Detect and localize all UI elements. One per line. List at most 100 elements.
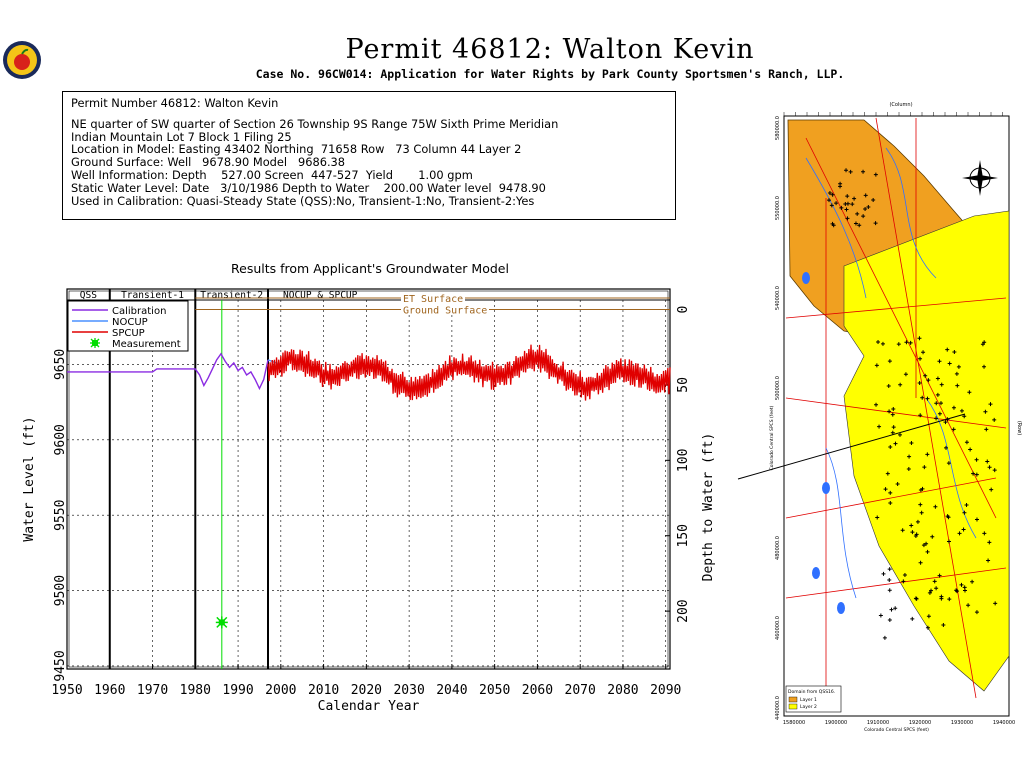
map-well xyxy=(844,207,849,212)
map-well xyxy=(877,424,882,429)
map-well xyxy=(939,382,944,387)
map-well xyxy=(959,582,964,587)
map-well xyxy=(917,336,922,341)
map-well xyxy=(962,588,967,593)
map-well xyxy=(890,412,895,417)
map-x-axis-label: Colorado Central SPCS (feet) xyxy=(864,727,929,733)
map-well xyxy=(883,487,888,492)
period-label: QSS xyxy=(80,290,97,301)
reference-label: ET Surface xyxy=(403,294,463,305)
map-well xyxy=(982,531,987,536)
map-well xyxy=(947,597,952,602)
map-x-tick-label: 1930000 xyxy=(951,720,973,726)
map-x-tick-label: 1900000 xyxy=(825,720,847,726)
map-well xyxy=(946,515,951,520)
map-well xyxy=(897,432,902,437)
map-well xyxy=(881,571,886,576)
map-well xyxy=(891,425,896,430)
map-well xyxy=(922,465,927,470)
map-well xyxy=(925,396,930,401)
x-tick-label: 1950 xyxy=(51,683,82,698)
map-lake xyxy=(812,567,820,579)
period-label: NOCUP & SPCUP xyxy=(283,290,358,301)
measurement-point-ray xyxy=(216,616,228,628)
y2-tick-label: 50 xyxy=(676,377,691,393)
map-well xyxy=(880,341,885,346)
map-stream xyxy=(825,447,857,599)
map-well xyxy=(874,402,879,407)
map-lake xyxy=(837,602,845,614)
calibration-line xyxy=(67,352,269,391)
map-well xyxy=(938,401,943,406)
x-axis-label: Calendar Year xyxy=(318,699,420,714)
map-well xyxy=(871,197,876,202)
map-well xyxy=(933,504,938,509)
info-heading: Permit Number 46812: Walton Kevin xyxy=(71,96,279,110)
x-tick-label: 1980 xyxy=(180,683,211,698)
legend-swatch-ray xyxy=(90,338,100,348)
map-well xyxy=(882,635,887,640)
period-label: Transient-2 xyxy=(200,290,263,301)
y2-tick-label: 100 xyxy=(676,449,691,472)
map-stream xyxy=(805,157,867,299)
map-well xyxy=(937,359,942,364)
y-tick-label: 9600 xyxy=(53,424,68,455)
map-well xyxy=(843,202,848,207)
x-tick-label: 2020 xyxy=(351,683,382,698)
x-tick-label: 2040 xyxy=(436,683,467,698)
map-well xyxy=(930,534,935,539)
map-well xyxy=(926,614,931,619)
y2-tick-label: 200 xyxy=(676,599,691,622)
map-well xyxy=(946,461,951,466)
map-well xyxy=(987,465,992,470)
map-well xyxy=(887,567,892,572)
map-well xyxy=(974,457,979,462)
map-well xyxy=(827,198,832,203)
map-well xyxy=(845,194,850,199)
map-well xyxy=(957,531,962,536)
map-well xyxy=(918,560,923,565)
map-well xyxy=(944,445,949,450)
map-well xyxy=(903,372,908,377)
map-well xyxy=(910,530,915,535)
x-tick-label: 2070 xyxy=(565,683,596,698)
map-well xyxy=(929,588,934,593)
map-well xyxy=(937,573,942,578)
map-well xyxy=(921,543,926,548)
map-road xyxy=(785,567,1007,599)
map-y-tick-label: 460000.0 xyxy=(775,616,781,640)
map-well xyxy=(987,540,992,545)
map-well xyxy=(861,169,866,174)
map-well xyxy=(959,408,964,413)
map-well xyxy=(946,539,951,544)
map-well xyxy=(913,533,918,538)
map-well xyxy=(901,579,906,584)
info-line: Used in Calibration: Quasi-Steady State … xyxy=(71,193,535,208)
map-column-label: (Column) xyxy=(889,102,912,108)
x-tick-label: 2030 xyxy=(393,683,424,698)
map-well xyxy=(918,413,923,418)
map-well xyxy=(893,441,898,446)
map-well xyxy=(939,596,944,601)
info-line: Static Water Level: Date 3/10/1986 Depth… xyxy=(71,180,546,195)
y-tick-label: 9550 xyxy=(53,500,68,531)
info-line: Well Information: Depth 527.00 Screen 44… xyxy=(71,167,473,182)
map-well xyxy=(917,381,922,386)
map-road xyxy=(785,397,1007,429)
map-well xyxy=(964,502,969,507)
map-well xyxy=(919,510,924,515)
y-tick-label: 9650 xyxy=(53,349,68,380)
map-well xyxy=(886,383,891,388)
map-well xyxy=(935,376,940,381)
map-y-tick-label: 580000.0 xyxy=(775,116,781,140)
map-well xyxy=(918,488,923,493)
map-well xyxy=(920,395,925,400)
map-well xyxy=(992,417,997,422)
y2-axis-label: Depth to Water (ft) xyxy=(701,433,716,582)
info-line: NE quarter of SW quarter of Section 26 T… xyxy=(71,116,559,131)
map-well xyxy=(989,487,994,492)
map-well xyxy=(964,440,969,445)
map-well xyxy=(887,618,892,623)
map-well xyxy=(941,623,946,628)
map-well xyxy=(983,409,988,414)
